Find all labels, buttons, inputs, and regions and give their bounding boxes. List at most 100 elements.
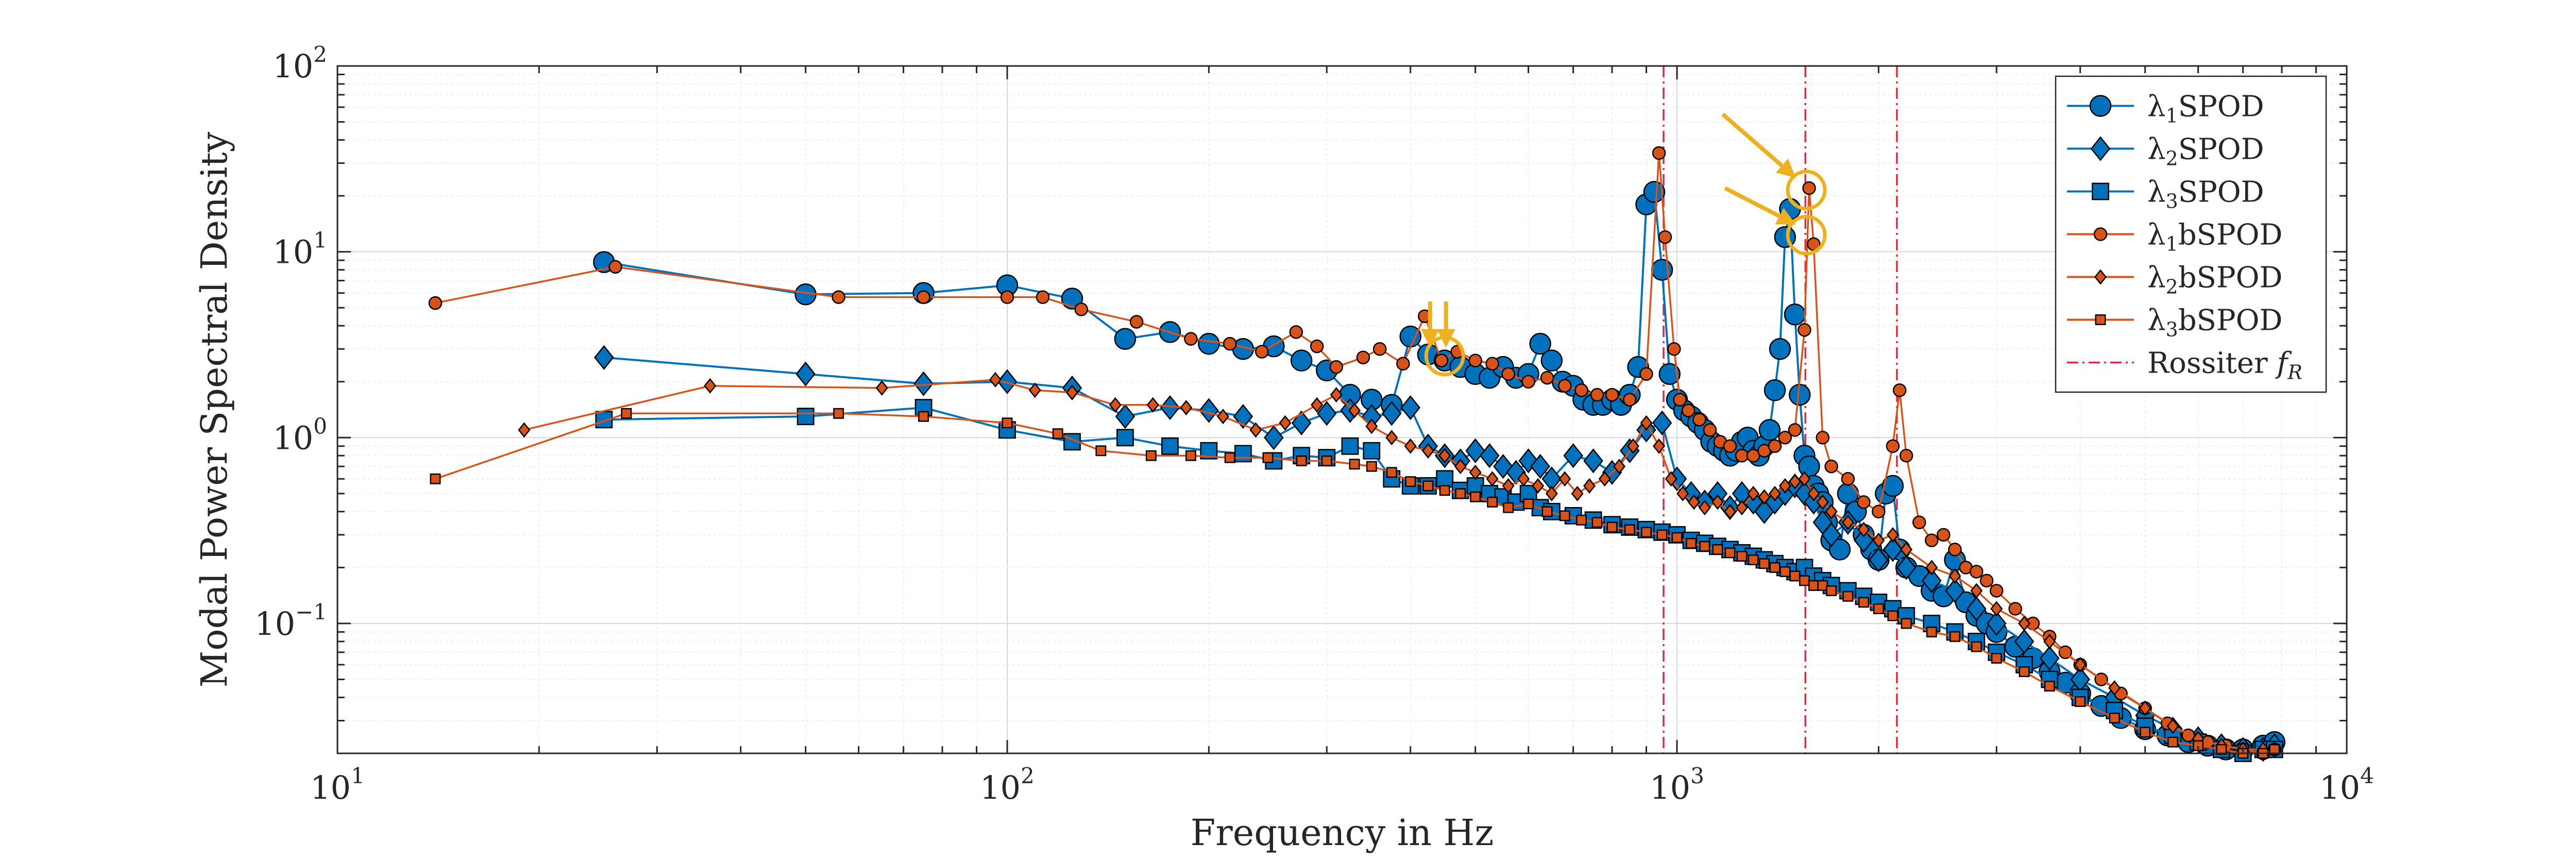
data-point [1971, 641, 1982, 652]
data-point [1404, 438, 1417, 454]
data-point [1363, 442, 1381, 460]
data-point [1778, 478, 1791, 494]
data-point [1146, 397, 1159, 413]
data-point [1065, 384, 1078, 400]
y-tick-label: 101 [273, 228, 327, 271]
data-point [1559, 510, 1570, 521]
data-point [1624, 524, 1635, 535]
data-point [1926, 626, 1937, 637]
y-axis-label: Modal Power Spectral Density [193, 131, 235, 687]
data-point [1349, 459, 1360, 470]
data-point [1438, 448, 1451, 464]
data-point [1400, 395, 1420, 420]
data-point [1198, 332, 1220, 355]
data-point [2269, 744, 2280, 755]
data-point [1455, 488, 1466, 499]
data-point [1912, 515, 1926, 529]
data-point [2090, 136, 2111, 161]
data-point [1501, 367, 1515, 381]
data-point [1667, 342, 1681, 356]
data-point [1290, 349, 1313, 372]
data-point [1532, 478, 1545, 494]
data-point [1622, 393, 1637, 407]
data-point [1758, 558, 1770, 569]
data-point [1405, 476, 1416, 487]
series-group [428, 146, 2285, 762]
data-point [2092, 182, 2109, 200]
highlight-arrowhead [1775, 158, 1796, 178]
data-point [1643, 181, 1666, 203]
data-point [2094, 269, 2107, 285]
data-point [1002, 417, 1013, 429]
data-point [1758, 489, 1771, 505]
data-point [1723, 503, 1736, 519]
legend-label: λ3SPOD [2147, 176, 2264, 213]
data-point [2093, 227, 2108, 241]
data-point [1249, 422, 1262, 438]
data-point [1799, 575, 1810, 586]
data-point [1422, 480, 1434, 492]
data-point [1540, 349, 1563, 372]
data-point [1061, 288, 1083, 310]
data-point [1991, 652, 2002, 664]
data-point [1948, 568, 1961, 584]
legend-label: λ3bSPOD [2147, 304, 2282, 341]
data-point [1658, 363, 1681, 385]
data-point [1816, 431, 1829, 445]
legend-label: λ2bSPOD [2147, 261, 2282, 298]
x-tick-label: 102 [980, 763, 1035, 806]
data-point [1788, 423, 1802, 437]
data-point [1454, 459, 1467, 475]
data-point [1521, 375, 1535, 389]
data-point [1882, 475, 1904, 497]
data-point [2039, 646, 2060, 671]
data-point [1487, 496, 1498, 508]
data-point [1576, 514, 1587, 526]
series-bSPOD-3 [430, 408, 2280, 759]
data-point [1052, 428, 1063, 440]
data-point [1673, 393, 1687, 407]
data-point [1296, 455, 1307, 466]
data-point [1798, 455, 1820, 478]
data-point [1385, 430, 1398, 446]
data-point [1703, 423, 1717, 437]
data-point [1768, 439, 1782, 453]
data-point [1185, 450, 1196, 461]
data-point [1436, 470, 1454, 488]
data-point [1470, 491, 1481, 502]
legend-label: Rossiter fR [2147, 347, 2302, 384]
data-point [1365, 418, 1378, 434]
data-point [1921, 568, 1942, 593]
data-point [1736, 551, 1748, 562]
data-point [1583, 478, 1596, 494]
data-point [1574, 383, 1588, 397]
data-point [1681, 403, 1696, 417]
data-point [1945, 578, 1965, 603]
data-point [1652, 146, 1666, 160]
data-point [918, 411, 929, 422]
data-point [1598, 471, 1611, 487]
data-point [2095, 314, 2106, 325]
y-tick-label: 10−1 [255, 599, 327, 643]
data-point [1798, 323, 1811, 337]
legend-label: λ1SPOD [2147, 90, 2264, 127]
data-point [1656, 529, 1668, 541]
data-point [1979, 574, 1994, 588]
y-tick-label: 102 [273, 42, 327, 85]
data-point [1640, 415, 1653, 431]
data-point [1769, 338, 1791, 360]
data-point [1901, 618, 1912, 629]
data-point [1115, 404, 1136, 429]
data-point [1788, 474, 1801, 490]
data-point [1469, 464, 1482, 480]
data-point [1842, 591, 1854, 602]
data-point [795, 361, 816, 386]
data-point [1950, 631, 1960, 642]
data-point [1386, 467, 1397, 478]
data-point [1224, 452, 1235, 463]
data-point [594, 345, 614, 370]
data-point [1366, 461, 1377, 472]
data-point [1686, 537, 1697, 549]
data-point [1892, 383, 1907, 397]
data-point [1036, 290, 1050, 304]
